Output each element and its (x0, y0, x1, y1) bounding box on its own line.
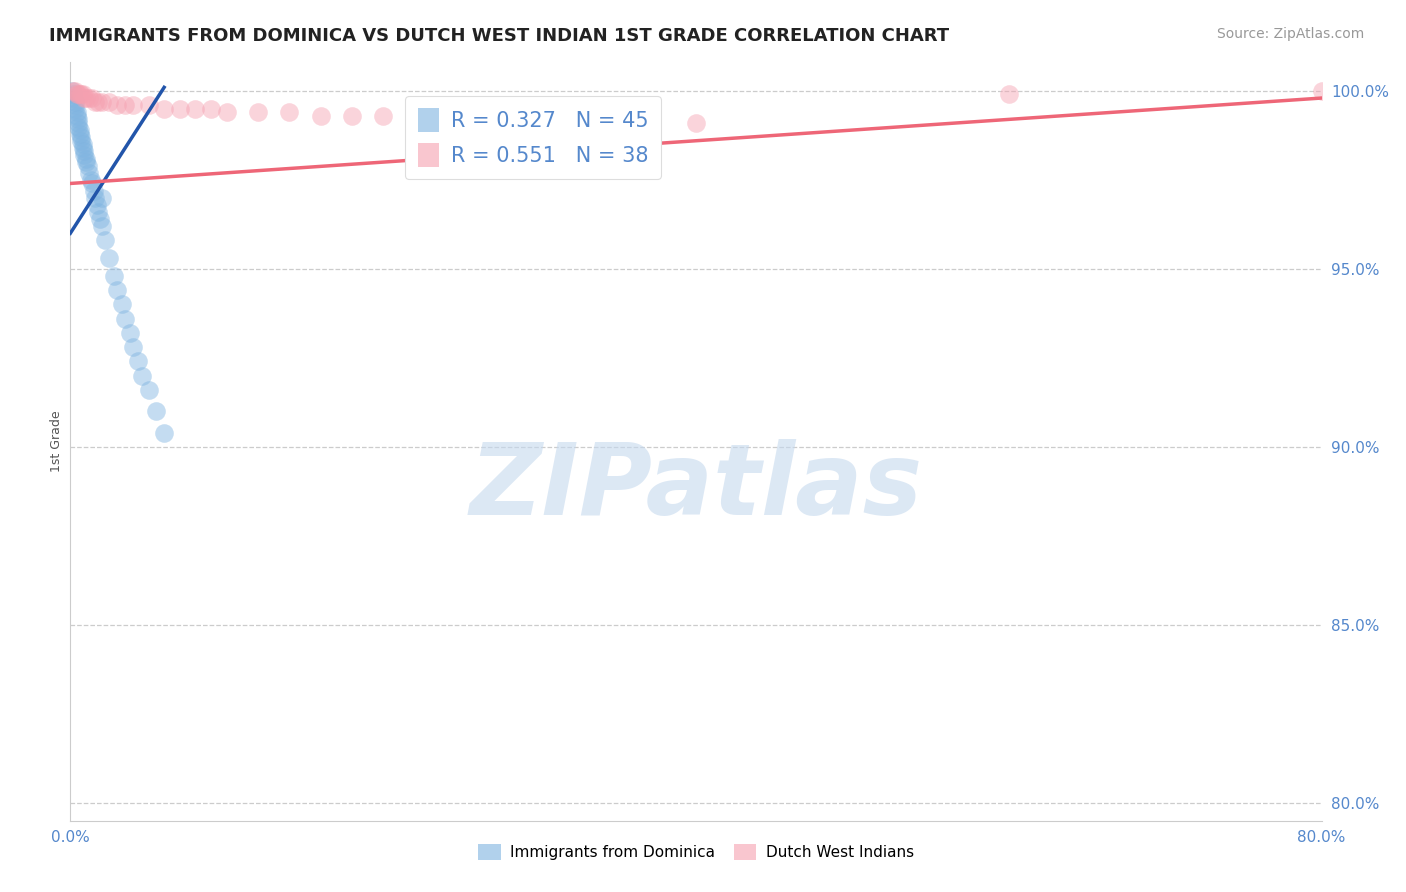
Point (153, 102, 176, 116)
Point (145, 404, 167, 418)
Point (127, 354, 149, 368)
Point (67, 112, 90, 127)
Point (72, 87, 94, 102)
Point (75, 152, 97, 166)
Point (309, 109, 332, 123)
Point (73, 91, 96, 105)
Point (90, 219, 112, 234)
Point (62, 84, 84, 98)
Point (90, 95, 112, 109)
Point (105, 283, 128, 297)
Point (70, 130, 93, 145)
Point (685, 116, 707, 130)
Point (67, 120, 90, 134)
Point (82, 91, 104, 105)
Point (184, 102, 207, 116)
Point (87, 95, 110, 109)
Point (153, 425, 176, 440)
Point (69, 127, 91, 141)
Point (65, 87, 87, 102)
Point (83, 184, 105, 198)
Point (77, 166, 100, 180)
Point (138, 98, 160, 112)
Point (62, 91, 84, 105)
Point (340, 109, 363, 123)
Point (105, 98, 128, 112)
Point (118, 326, 141, 340)
Point (215, 105, 238, 120)
Point (121, 98, 145, 112)
Y-axis label: 1st Grade: 1st Grade (51, 410, 63, 473)
Point (63, 95, 86, 109)
Point (63, 98, 86, 112)
Text: Source: ZipAtlas.com: Source: ZipAtlas.com (1216, 27, 1364, 41)
Point (73, 145, 96, 159)
Legend: Immigrants from Dominica, Dutch West Indians: Immigrants from Dominica, Dutch West Ind… (472, 838, 920, 866)
Point (138, 383, 160, 397)
Point (70, 87, 93, 102)
Point (86, 198, 108, 212)
Point (450, 112, 472, 127)
Point (89, 212, 111, 227)
Point (63, 84, 86, 98)
Point (114, 311, 136, 326)
Point (121, 340, 145, 354)
Point (371, 109, 394, 123)
Text: IMMIGRANTS FROM DOMINICA VS DUTCH WEST INDIAN 1ST GRADE CORRELATION CHART: IMMIGRANTS FROM DOMINICA VS DUTCH WEST I… (49, 27, 949, 45)
Point (60, 84, 83, 98)
Point (98, 251, 121, 265)
Point (72, 141, 94, 155)
Point (200, 102, 222, 116)
Point (65, 105, 87, 120)
Point (67, 116, 90, 130)
Text: ZIPatlas: ZIPatlas (470, 439, 922, 535)
Point (79, 173, 101, 187)
Point (111, 297, 134, 311)
Point (84, 95, 107, 109)
Point (84, 191, 107, 205)
Point (638, 116, 661, 130)
Point (75, 155, 97, 169)
Point (169, 102, 191, 116)
Point (278, 105, 301, 120)
Point (69, 123, 91, 137)
Point (73, 148, 96, 162)
Point (75, 91, 97, 105)
Point (544, 112, 567, 127)
Point (63, 102, 86, 116)
Point (77, 91, 100, 105)
Point (62, 87, 84, 102)
Point (103, 268, 125, 283)
Point (72, 137, 94, 152)
Point (90, 191, 112, 205)
Point (70, 134, 93, 148)
Point (1310, 84, 1333, 98)
Point (65, 109, 87, 123)
Point (247, 105, 270, 120)
Point (591, 116, 613, 130)
Point (87, 205, 110, 219)
Point (82, 177, 104, 191)
Point (997, 87, 1019, 102)
Point (76, 159, 98, 173)
Point (131, 368, 153, 383)
Point (114, 98, 136, 112)
Point (67, 87, 90, 102)
Point (498, 112, 520, 127)
Point (404, 109, 426, 123)
Point (93, 234, 115, 248)
Point (69, 87, 91, 102)
Point (98, 95, 121, 109)
